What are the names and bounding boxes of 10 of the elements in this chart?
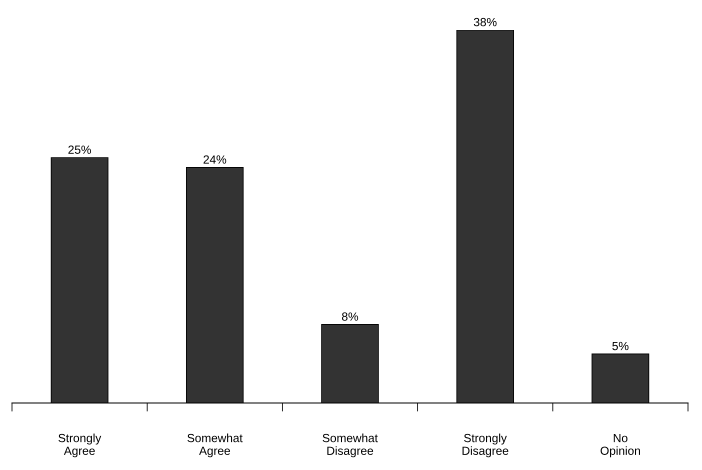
x-tick-label: Strongly Disagree — [462, 434, 508, 458]
data-label: 24% — [204, 155, 226, 164]
data-label: 8% — [342, 312, 358, 321]
x-tick-label: No Opinion — [600, 434, 640, 458]
data-label: 25% — [68, 146, 91, 154]
data-label: 5% — [612, 342, 629, 350]
data-label: 38% — [474, 18, 497, 26]
x-tick-label: Somewhat Agree — [187, 434, 243, 458]
x-tick-label: Strongly Agree — [58, 434, 102, 458]
x-tick-label: Somewhat Disagree — [322, 434, 378, 458]
